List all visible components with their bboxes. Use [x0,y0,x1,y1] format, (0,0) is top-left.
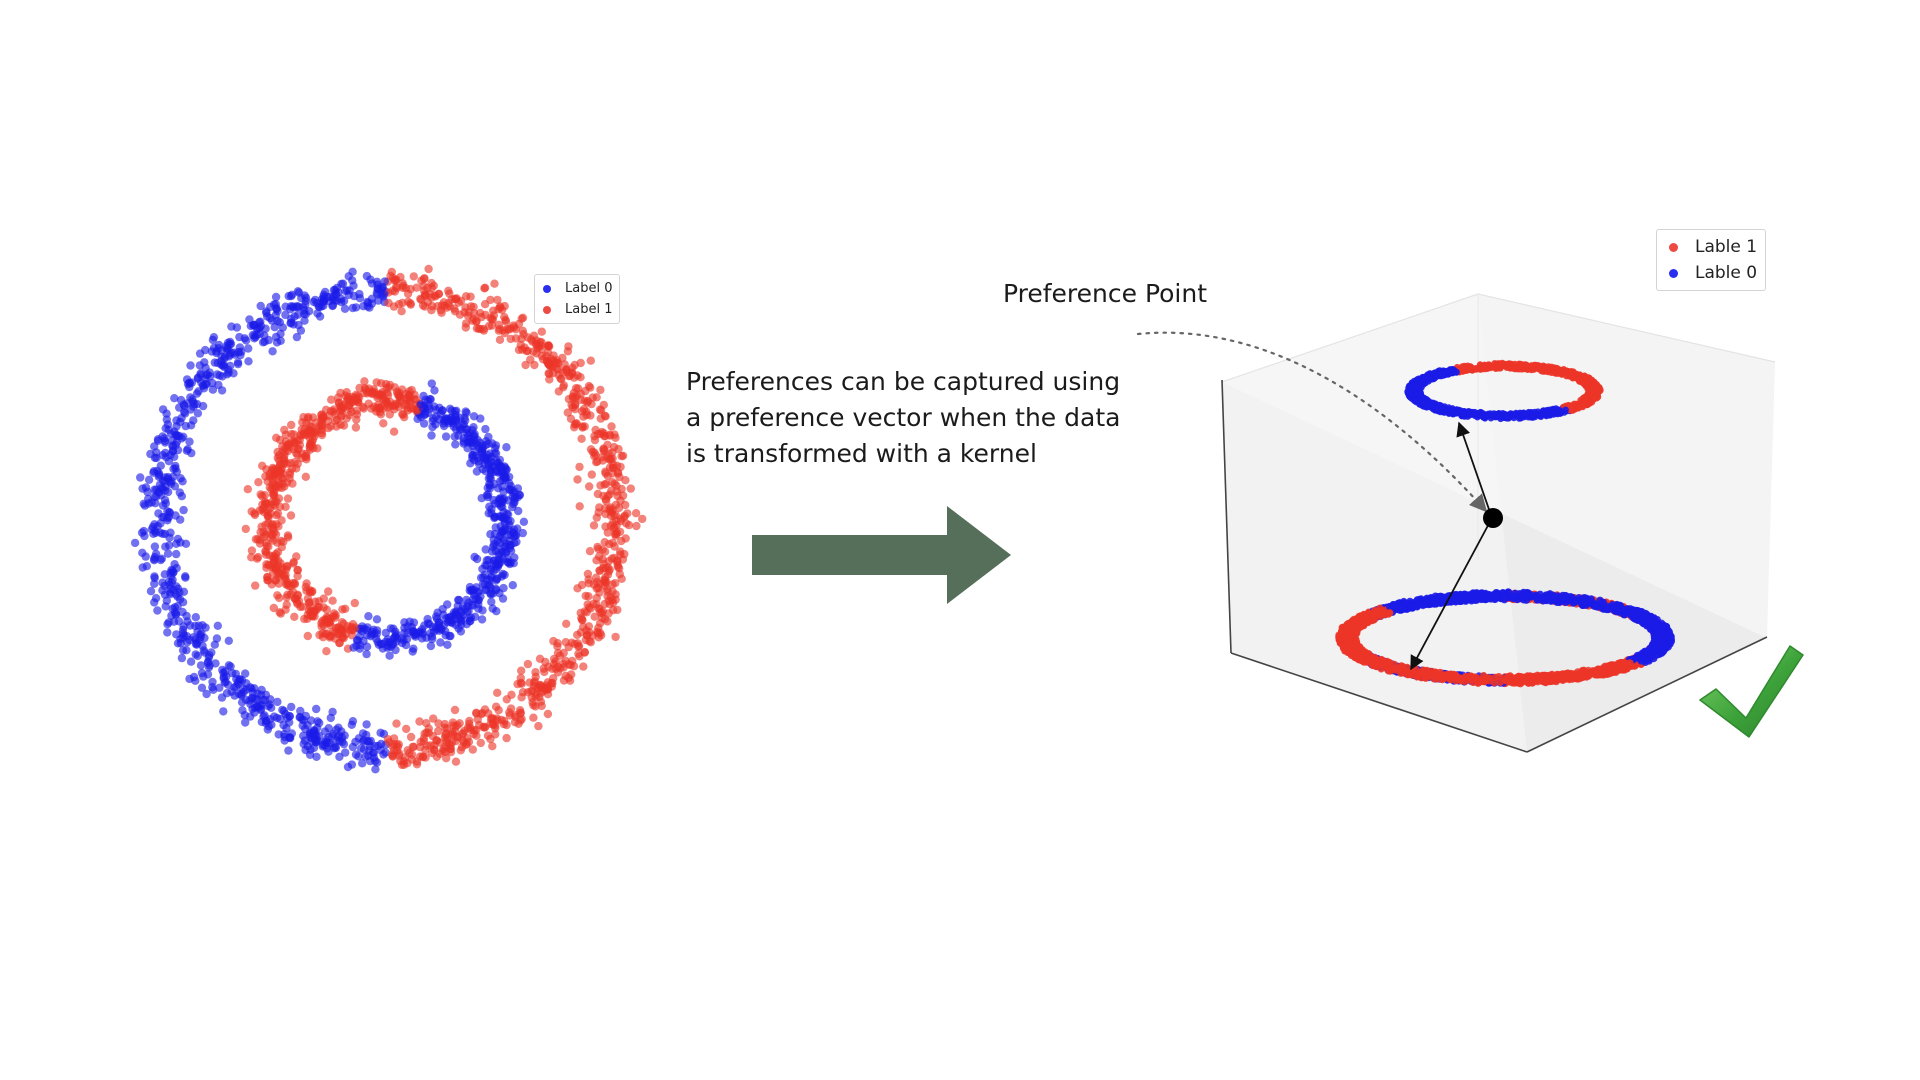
legend-2d: Label 0 Label 1 [534,274,621,324]
rings-3d [1335,359,1675,688]
legend-3d-item: Lable 1 [1669,234,1757,260]
caption-text: Preferences can be captured using a pref… [686,364,1126,472]
legend-dot [543,284,551,293]
scatter-plot-2d [130,264,647,774]
legend-2d-item: Label 1 [543,299,612,320]
checkmark-icon [1699,645,1804,738]
legend-label: Lable 0 [1695,263,1758,283]
preference-point [1483,508,1503,528]
caption-line-2: a preference vector when the data [686,403,1121,432]
legend-dot [1669,242,1678,252]
preference-vector-top [1456,421,1493,519]
preference-point-label: Preference Point [1003,279,1208,308]
legend-label: Lable 1 [1695,237,1758,257]
legend-dot [543,305,551,314]
preference-vector-bottom [1410,517,1493,671]
right-arrow-icon [752,506,1011,604]
legend-dot [1669,268,1678,278]
caption-line-1: Preferences can be captured using [686,367,1121,396]
caption-line-3: is transformed with a kernel [686,439,1037,468]
legend-label: Label 0 [565,281,613,296]
legend-label: Label 1 [565,302,613,317]
preference-pointer-curve [1136,331,1488,513]
legend-3d-item: Lable 0 [1669,260,1757,286]
legend-2d-item: Label 0 [543,278,612,299]
legend-3d: Lable 1 Lable 0 [1656,229,1767,291]
